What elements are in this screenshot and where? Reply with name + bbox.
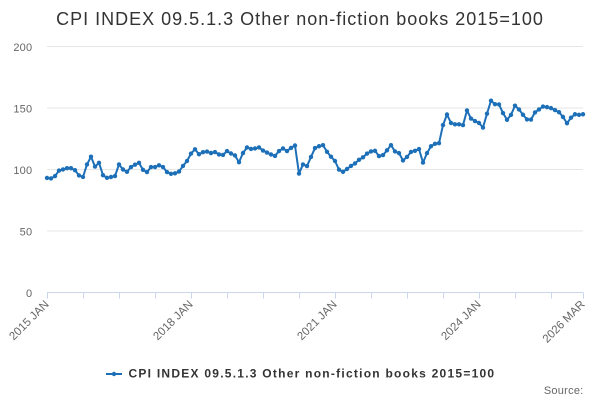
- svg-text:100: 100: [13, 165, 32, 177]
- svg-text:CPI INDEX 09.5.1.3 Other non-f: CPI INDEX 09.5.1.3 Other non-fiction boo…: [56, 9, 544, 29]
- svg-text:0: 0: [26, 288, 32, 300]
- svg-text:200: 200: [13, 42, 32, 54]
- svg-text:150: 150: [13, 103, 32, 115]
- svg-text:Source:: Source:: [544, 385, 584, 397]
- svg-text:CPI INDEX 09.5.1.3 Other non-f: CPI INDEX 09.5.1.3 Other non-fiction boo…: [129, 367, 496, 381]
- svg-text:50: 50: [20, 226, 33, 238]
